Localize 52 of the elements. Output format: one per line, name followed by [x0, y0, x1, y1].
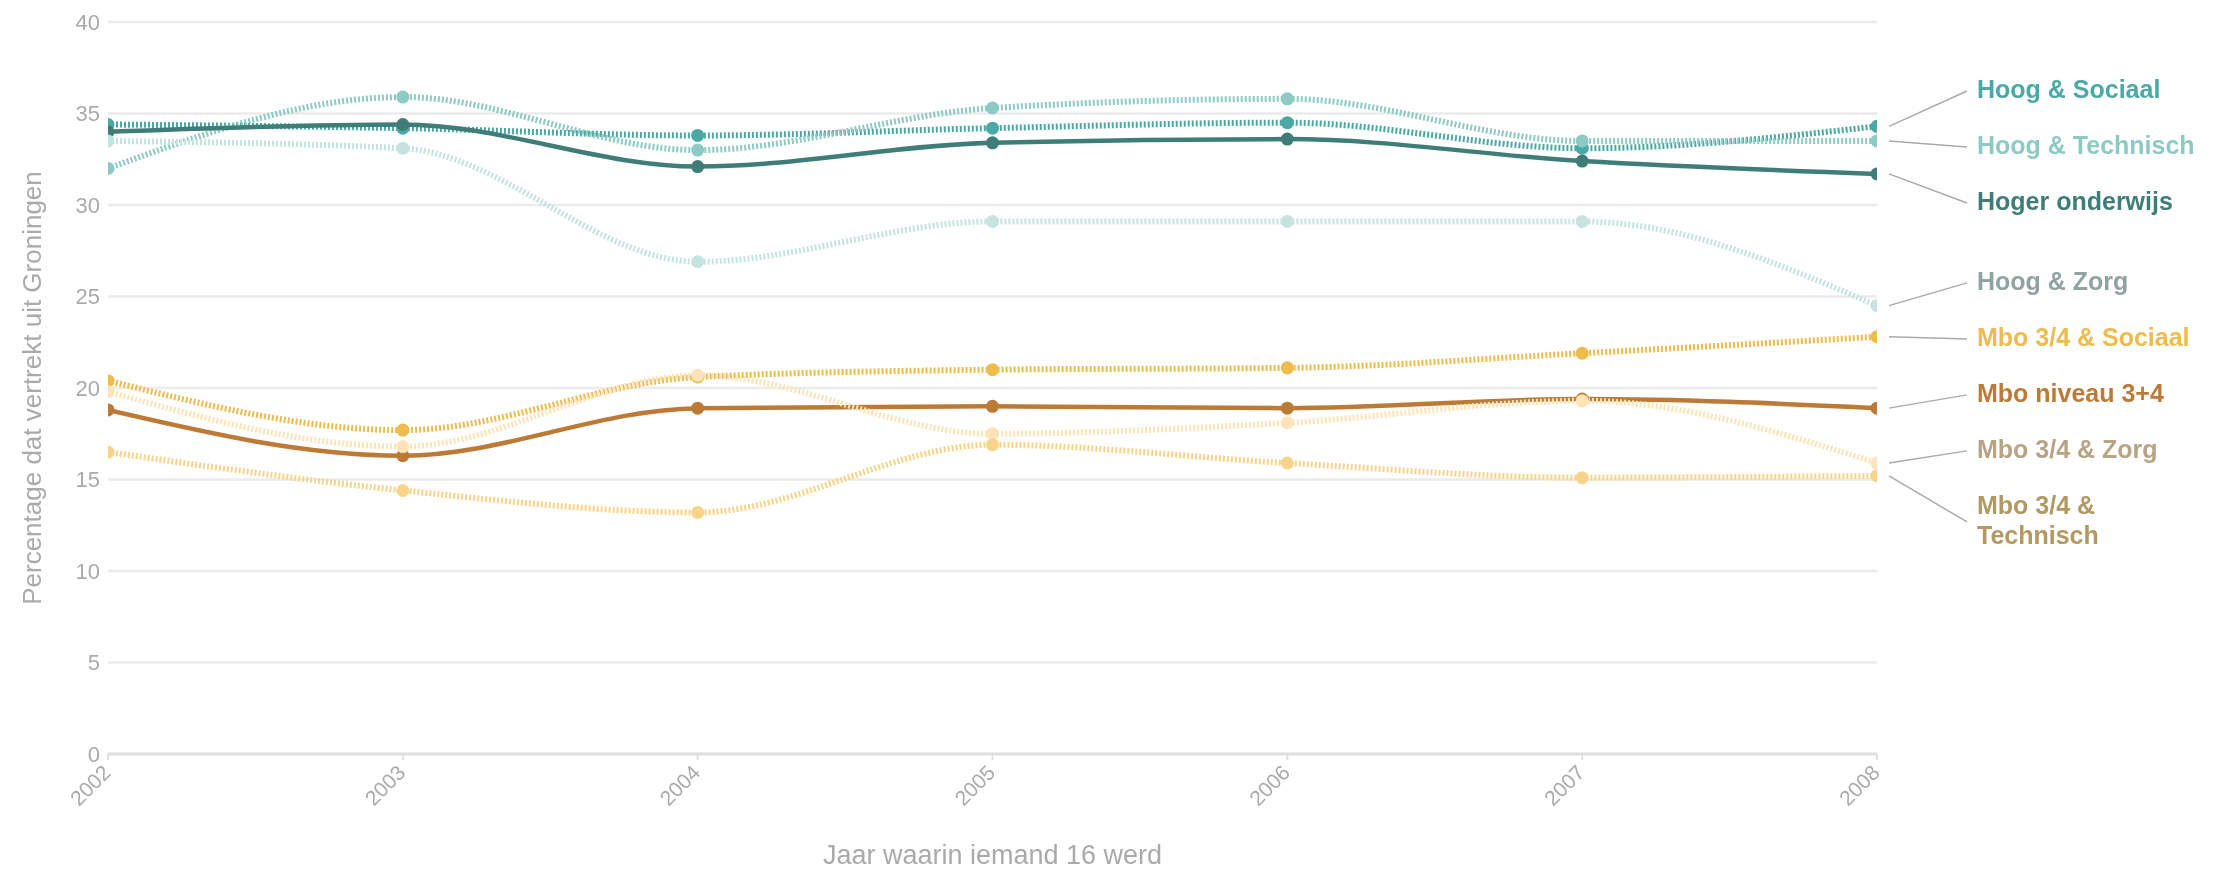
y-tick-label: 20 [75, 375, 100, 401]
point [986, 363, 999, 377]
point [1280, 416, 1294, 430]
y-tick-label: 0 [87, 741, 100, 767]
text: Hoger onderwijs [1977, 187, 2173, 216]
text: Hoog & Zorg [1977, 266, 2129, 295]
point [691, 128, 705, 142]
y-tick-label: 30 [75, 192, 100, 218]
point [691, 505, 705, 519]
point [1280, 456, 1294, 470]
point [986, 427, 999, 441]
point [1575, 154, 1589, 168]
point [986, 101, 999, 115]
point [1280, 401, 1294, 415]
point [1280, 361, 1294, 375]
y-tick-label: 35 [75, 101, 100, 127]
y-tick-label: 10 [75, 558, 100, 584]
point [986, 438, 999, 452]
text: Mbo 3/4 & Sociaal [1977, 322, 2190, 351]
point [396, 141, 410, 155]
y-tick-label: 15 [75, 467, 100, 493]
text: Mbo 3/4 & Technisch [1977, 490, 2099, 549]
point [396, 90, 410, 104]
text: Hoog & Technisch [1977, 131, 2195, 160]
point [1280, 132, 1294, 146]
x-axis-title: Jaar waarin iemand 16 werd [822, 840, 1163, 870]
point [986, 214, 999, 228]
y-tick-label: 25 [75, 284, 100, 310]
point [1575, 214, 1589, 228]
point [1280, 116, 1294, 130]
point [396, 117, 410, 131]
point [396, 483, 410, 497]
text: Mbo niveau 3+4 [1977, 378, 2164, 407]
text: Hoog & Sociaal [1977, 75, 2161, 104]
y-tick-label: 40 [75, 9, 100, 35]
text: Mbo 3/4 & Zorg [1977, 434, 2158, 463]
y-axis-title: Percentage dat vertrekt uit Groningen [17, 171, 48, 605]
point [691, 401, 705, 415]
point [1575, 134, 1589, 148]
y-tick-label: 5 [87, 650, 100, 676]
point [396, 440, 410, 454]
point [986, 136, 999, 150]
point [1280, 92, 1294, 106]
point [691, 255, 705, 269]
point [1280, 214, 1294, 228]
point [986, 399, 999, 413]
point [396, 423, 410, 437]
point [1575, 346, 1589, 360]
point [1575, 471, 1589, 485]
point [691, 160, 705, 174]
point [691, 143, 705, 157]
point [986, 121, 999, 135]
